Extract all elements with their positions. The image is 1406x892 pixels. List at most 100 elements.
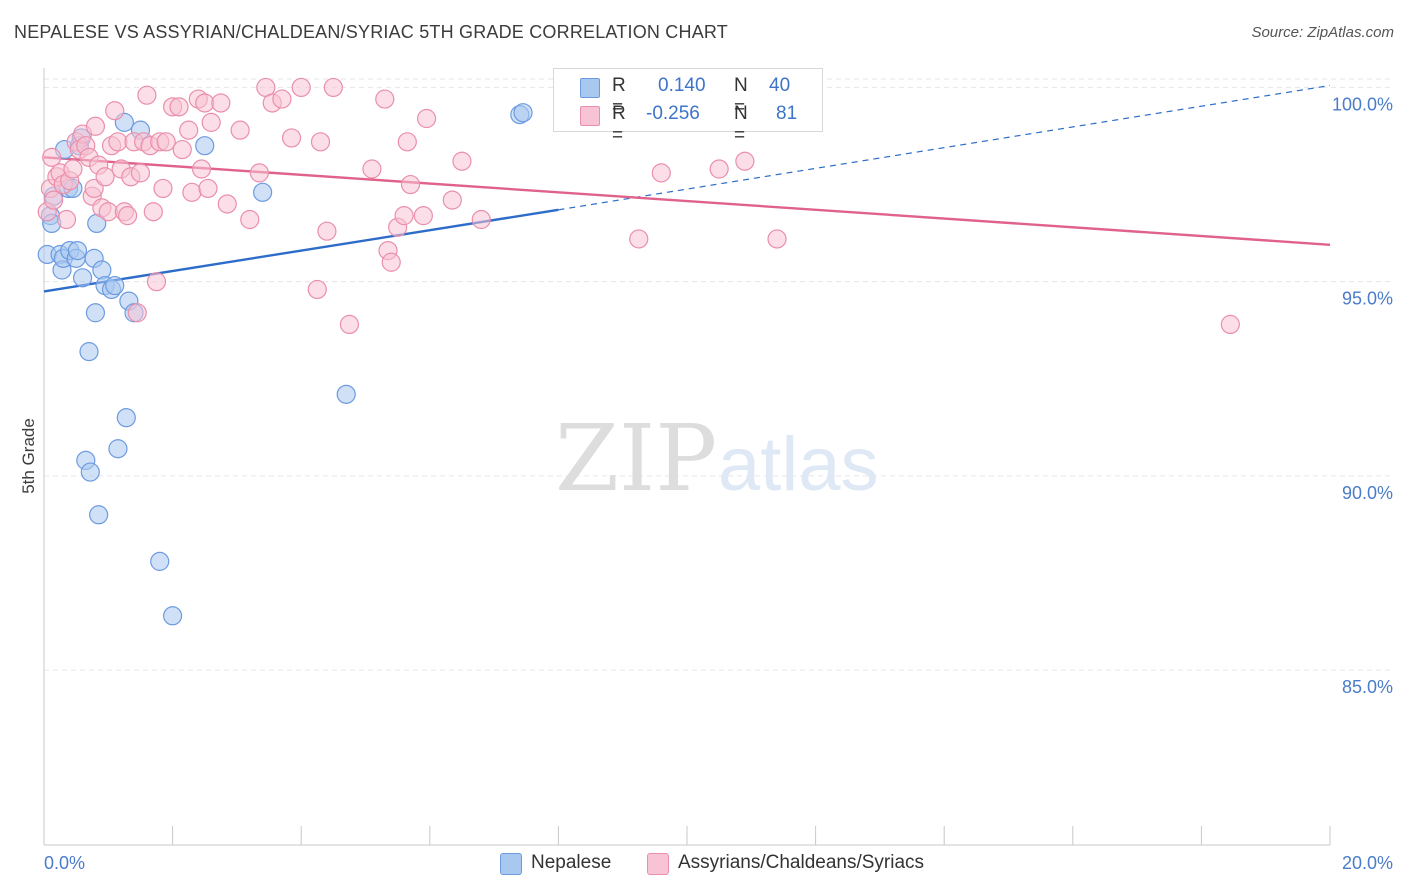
legend-n-label: N = (734, 103, 748, 146)
data-point (452, 151, 472, 171)
data-point (172, 139, 192, 160)
series-legend-label: Assyrians/Chaldeans/Syriacs (678, 852, 925, 873)
series-legend-swatch (647, 853, 669, 875)
data-point (375, 89, 395, 109)
chart-title: NEPALESE VS ASSYRIAN/CHALDEAN/SYRIAC 5TH… (14, 22, 728, 42)
data-point (84, 178, 104, 199)
x-tick-labels: 0.0% 20.0% (44, 853, 1393, 873)
data-point (56, 209, 77, 230)
data-point (217, 194, 237, 214)
data-point (281, 128, 302, 148)
data-point (146, 272, 167, 292)
y-tick-label: 100.0% (1332, 94, 1393, 114)
data-point (291, 77, 311, 98)
data-point (195, 136, 215, 156)
data-point (137, 85, 157, 105)
data-point (317, 221, 337, 241)
data-point (105, 275, 125, 296)
data-point (400, 174, 421, 195)
data-point (127, 303, 147, 323)
trend-line (43, 156, 1331, 246)
legend-r-value: -0.256 (646, 103, 700, 124)
data-point (72, 268, 93, 288)
legend-swatch-nepalese (580, 78, 600, 98)
data-point (651, 163, 671, 183)
data-point (240, 209, 260, 230)
data-point (92, 260, 112, 280)
data-point (230, 120, 250, 140)
series-legend-swatch (500, 853, 522, 875)
x-ticks (43, 826, 1331, 845)
data-point (310, 132, 331, 152)
data-point (195, 93, 215, 113)
legend-r-label: R = (612, 103, 626, 146)
data-point (182, 182, 202, 202)
data-point (336, 384, 356, 404)
watermark: ZIP atlas (555, 405, 879, 512)
series-legend: Nepalese Assyrians/Chaldeans/Syriacs (0, 851, 1406, 879)
data-point (211, 93, 231, 113)
data-point (394, 206, 414, 226)
data-point (179, 120, 199, 140)
data-point (191, 159, 212, 179)
data-point (67, 240, 88, 261)
data-point (272, 89, 292, 109)
data-point (85, 116, 106, 136)
y-tick-labels: 85.0% 90.0% 95.0% 100.0% (1332, 94, 1393, 697)
data-point (362, 159, 382, 179)
data-point (95, 167, 115, 187)
data-point (156, 132, 176, 152)
legend-r-value: 0.140 (658, 75, 706, 96)
data-point (201, 112, 221, 132)
data-point (253, 182, 273, 202)
y-tick-label: 85.0% (1342, 677, 1393, 697)
data-point (1220, 314, 1240, 335)
data-point (130, 163, 151, 183)
data-point (98, 202, 118, 222)
trend-line-projection (558, 84, 1331, 211)
data-point (471, 209, 491, 230)
data-point (44, 190, 64, 210)
legend-n-value: 40 (769, 75, 791, 96)
data-point (117, 206, 138, 226)
data-points (37, 77, 1240, 626)
legend-r-label: R = (612, 75, 626, 118)
source-label: Source: ZipAtlas.com (1251, 24, 1394, 41)
x-tick-label: 20.0% (1342, 853, 1393, 873)
data-point (307, 279, 327, 300)
data-point (323, 77, 343, 98)
data-point (381, 252, 401, 272)
data-point (79, 342, 99, 362)
watermark-atlas: atlas (718, 422, 879, 507)
data-point (80, 462, 100, 482)
data-point (42, 147, 62, 167)
data-point (413, 206, 433, 226)
data-point (153, 178, 173, 199)
data-point (143, 202, 163, 222)
data-point (397, 132, 417, 152)
data-point (442, 190, 462, 210)
data-point (85, 303, 106, 323)
data-point (735, 151, 755, 171)
data-point (116, 408, 136, 428)
data-point (709, 159, 729, 179)
legend-n-label: N = (734, 75, 748, 118)
x-tick-label: 0.0% (44, 853, 85, 873)
data-point (339, 314, 360, 335)
data-point (169, 97, 189, 117)
data-point (89, 505, 109, 525)
data-point (416, 108, 437, 129)
data-point (163, 606, 183, 626)
data-point (108, 439, 128, 459)
correlation-legend: R = 0.140 N = 40 R = -0.256 N = 81 (553, 68, 823, 146)
series-legend-label: Nepalese (531, 852, 612, 873)
legend-swatch-assyrians (580, 106, 600, 126)
y-tick-label: 90.0% (1342, 483, 1393, 503)
data-point (249, 163, 270, 183)
y-tick-label: 95.0% (1342, 289, 1393, 309)
data-point (63, 159, 83, 179)
data-point (513, 103, 533, 123)
data-point (108, 132, 128, 152)
legend-n-value: 81 (776, 103, 798, 124)
